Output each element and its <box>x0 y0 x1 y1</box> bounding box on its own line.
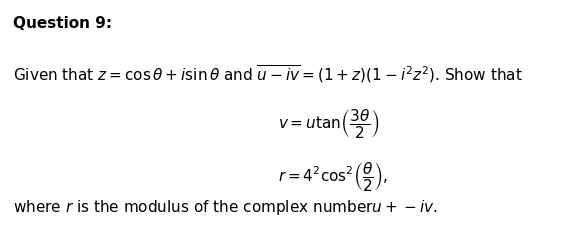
Text: Given that $z = \cos\theta + i\sin\theta$ and $\overline{u - iv} = (1 + z)(1 - i: Given that $z = \cos\theta + i\sin\theta… <box>13 63 523 85</box>
Text: $r = 4^2\cos^2\!\left(\dfrac{\theta}{2}\right),$: $r = 4^2\cos^2\!\left(\dfrac{\theta}{2}\… <box>278 159 389 192</box>
Text: $v = u\tan\!\left(\dfrac{3\theta}{2}\right)$: $v = u\tan\!\left(\dfrac{3\theta}{2}\rig… <box>278 106 380 139</box>
Text: where $r$ is the modulus of the complex number$u + -iv$.: where $r$ is the modulus of the complex … <box>13 197 438 216</box>
Text: Question 9:: Question 9: <box>13 16 112 31</box>
